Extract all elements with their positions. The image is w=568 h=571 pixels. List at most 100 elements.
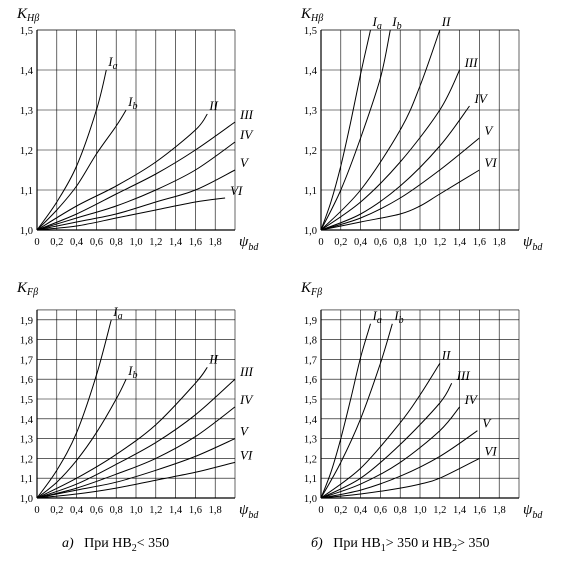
curve-vi [320,169,480,231]
curve-label-iv: IV [474,91,489,106]
curve-iv [320,406,460,499]
curve-v [320,137,480,231]
caption-b-letter: б) [311,536,323,551]
curve-ia [320,323,371,499]
chart-panel-1: 1,0 1,1 1,2 1,3 1,4 1,5 0 0,2 0,4 0,6 0,8 1,0 1,2 1,4… [16,6,259,253]
x-tick-label: 1,2 [433,505,446,516]
curve-ib [320,29,391,231]
caption-b-sub2: 2 [452,542,458,554]
curve-label-iv: IV [239,127,254,142]
curve-ii [320,29,441,231]
caption-b-text: При НВ [333,536,381,551]
y-axis-label-sub: Fβ [26,287,38,298]
chart-panel-2: 1,0 1,1 1,2 1,3 1,4 1,5 0 0,2 0,4 0,6 0,8 1,0 1,2 1,4… [300,6,543,253]
x-tick-label: 1,2 [149,505,162,516]
x-tick-label: 1,8 [209,505,222,516]
curve-ib [36,378,127,499]
y-tick-label: 1,0 [304,226,317,237]
caption-a-text: При НВ [84,536,132,551]
curve-ia [320,29,371,231]
curve-label-ii: II [208,98,218,113]
curve-label-ib: Ib [391,14,401,32]
curve-label-sub: a [113,61,118,72]
x-tick-label: 1,0 [129,237,142,248]
curve-label-iv: IV [464,392,479,407]
y-tick-label: 1,9 [20,316,33,327]
x-tick-label: 0,6 [90,237,103,248]
x-axis-label: ψbd [523,502,543,521]
curve-v [36,438,236,499]
curve-iv [36,406,236,499]
y-tick-label: 1,1 [20,186,33,197]
curve-label-ib: Ib [127,94,137,112]
curve-label-ii: II [441,347,451,362]
x-tick-label: 0,8 [110,237,123,248]
x-tick-label: 0,4 [70,505,84,516]
x-axis-label: ψbd [239,502,259,521]
curve-label-vi: VI [484,155,497,170]
y-tick-label: 1,5 [20,26,33,37]
curve-label-ib: Ib [393,308,403,326]
curve-iii [320,382,453,499]
x-tick-label: 0 [34,505,39,516]
y-tick-label: 1,9 [304,316,317,327]
x-axis-label: ψbd [239,234,259,253]
curve-label-ia: Ia [372,308,382,326]
y-axis-label-sub: Fβ [310,287,322,298]
x-tick-label: 1,0 [413,505,426,516]
curve-label-v: V [240,155,250,170]
y-axis-label-sub: Hβ [310,13,323,24]
y-tick-label: 1,0 [20,494,33,505]
x-tick-label: 1,6 [473,505,486,516]
curve-label-ia: Ia [372,14,382,32]
x-tick-label: 0,6 [90,505,103,516]
x-tick-label: 0,6 [374,237,387,248]
curve-label-vi: VI [484,443,497,458]
y-tick-label: 1,5 [20,395,33,406]
y-tick-label: 1,4 [20,66,34,77]
y-tick-label: 1,1 [304,186,317,197]
y-tick-label: 1,5 [304,395,317,406]
y-tick-label: 1,3 [20,106,33,117]
curve-vi [36,197,226,231]
caption-b: б) При НВ1> 350 и НВ2> 350 [311,536,490,554]
x-tick-label: 1,6 [473,237,486,248]
y-tick-label: 1,3 [304,435,317,446]
y-tick-label: 1,4 [304,415,318,426]
curve-label-sub: a [377,21,382,32]
x-tick-label: 0,4 [354,505,368,516]
chart-panel-3: 1,0 1,1 1,2 1,3 1,4 1,5 1,6 1,7 1,8 1,9 0 0,2 0,4 0,6… [16,280,259,521]
caption-a-sub: 2 [131,542,137,554]
y-axis-label: KFβ [300,280,322,298]
y-tick-label: 1,7 [20,355,33,366]
y-axis-label-sub: Hβ [26,13,39,24]
curve-ib [36,109,127,231]
x-axis-label-sub: bd [248,510,259,521]
x-tick-label: 1,0 [129,505,142,516]
caption-a-letter: а) [62,536,74,551]
y-tick-label: 1,1 [20,474,33,485]
caption-b-rest: > 350 [457,536,490,551]
x-tick-label: 0,2 [50,505,63,516]
y-tick-label: 1,1 [304,474,317,485]
curve-iv [320,105,470,231]
curve-label-vi: VI [230,183,243,198]
y-tick-label: 1,2 [304,146,317,157]
x-tick-label: 1,2 [149,237,162,248]
x-tick-label: 0,8 [110,505,123,516]
y-tick-label: 1,3 [20,435,33,446]
y-tick-label: 1,0 [304,494,317,505]
curve-iii [36,121,236,231]
x-tick-label: 1,4 [453,237,467,248]
curve-label-sub: b [399,315,404,326]
y-axis-label: KHβ [300,6,323,24]
curve-label-v: V [482,416,492,431]
x-tick-label: 1,4 [453,505,467,516]
x-tick-label: 0,8 [394,505,407,516]
curve-v [320,430,478,499]
y-tick-label: 1,2 [304,454,317,465]
x-tick-label: 0 [318,237,323,248]
y-tick-label: 1,0 [20,226,33,237]
curve-iii [320,69,461,231]
caption-b-mid: > 350 и НВ [385,536,453,551]
